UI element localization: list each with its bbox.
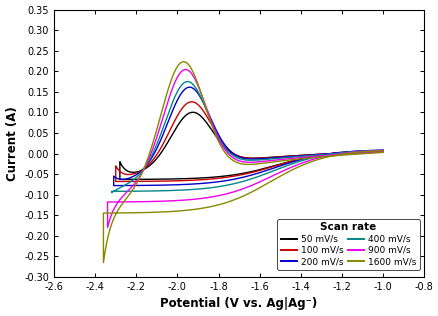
Legend: 50 mV/s, 100 mV/s, 200 mV/s, 400 mV/s, 900 mV/s, 1600 mV/s: 50 mV/s, 100 mV/s, 200 mV/s, 400 mV/s, 9… (276, 219, 419, 270)
X-axis label: Potential (V vs. Ag|Ag⁻): Potential (V vs. Ag|Ag⁻) (160, 297, 317, 310)
Y-axis label: Current (A): Current (A) (6, 106, 18, 181)
